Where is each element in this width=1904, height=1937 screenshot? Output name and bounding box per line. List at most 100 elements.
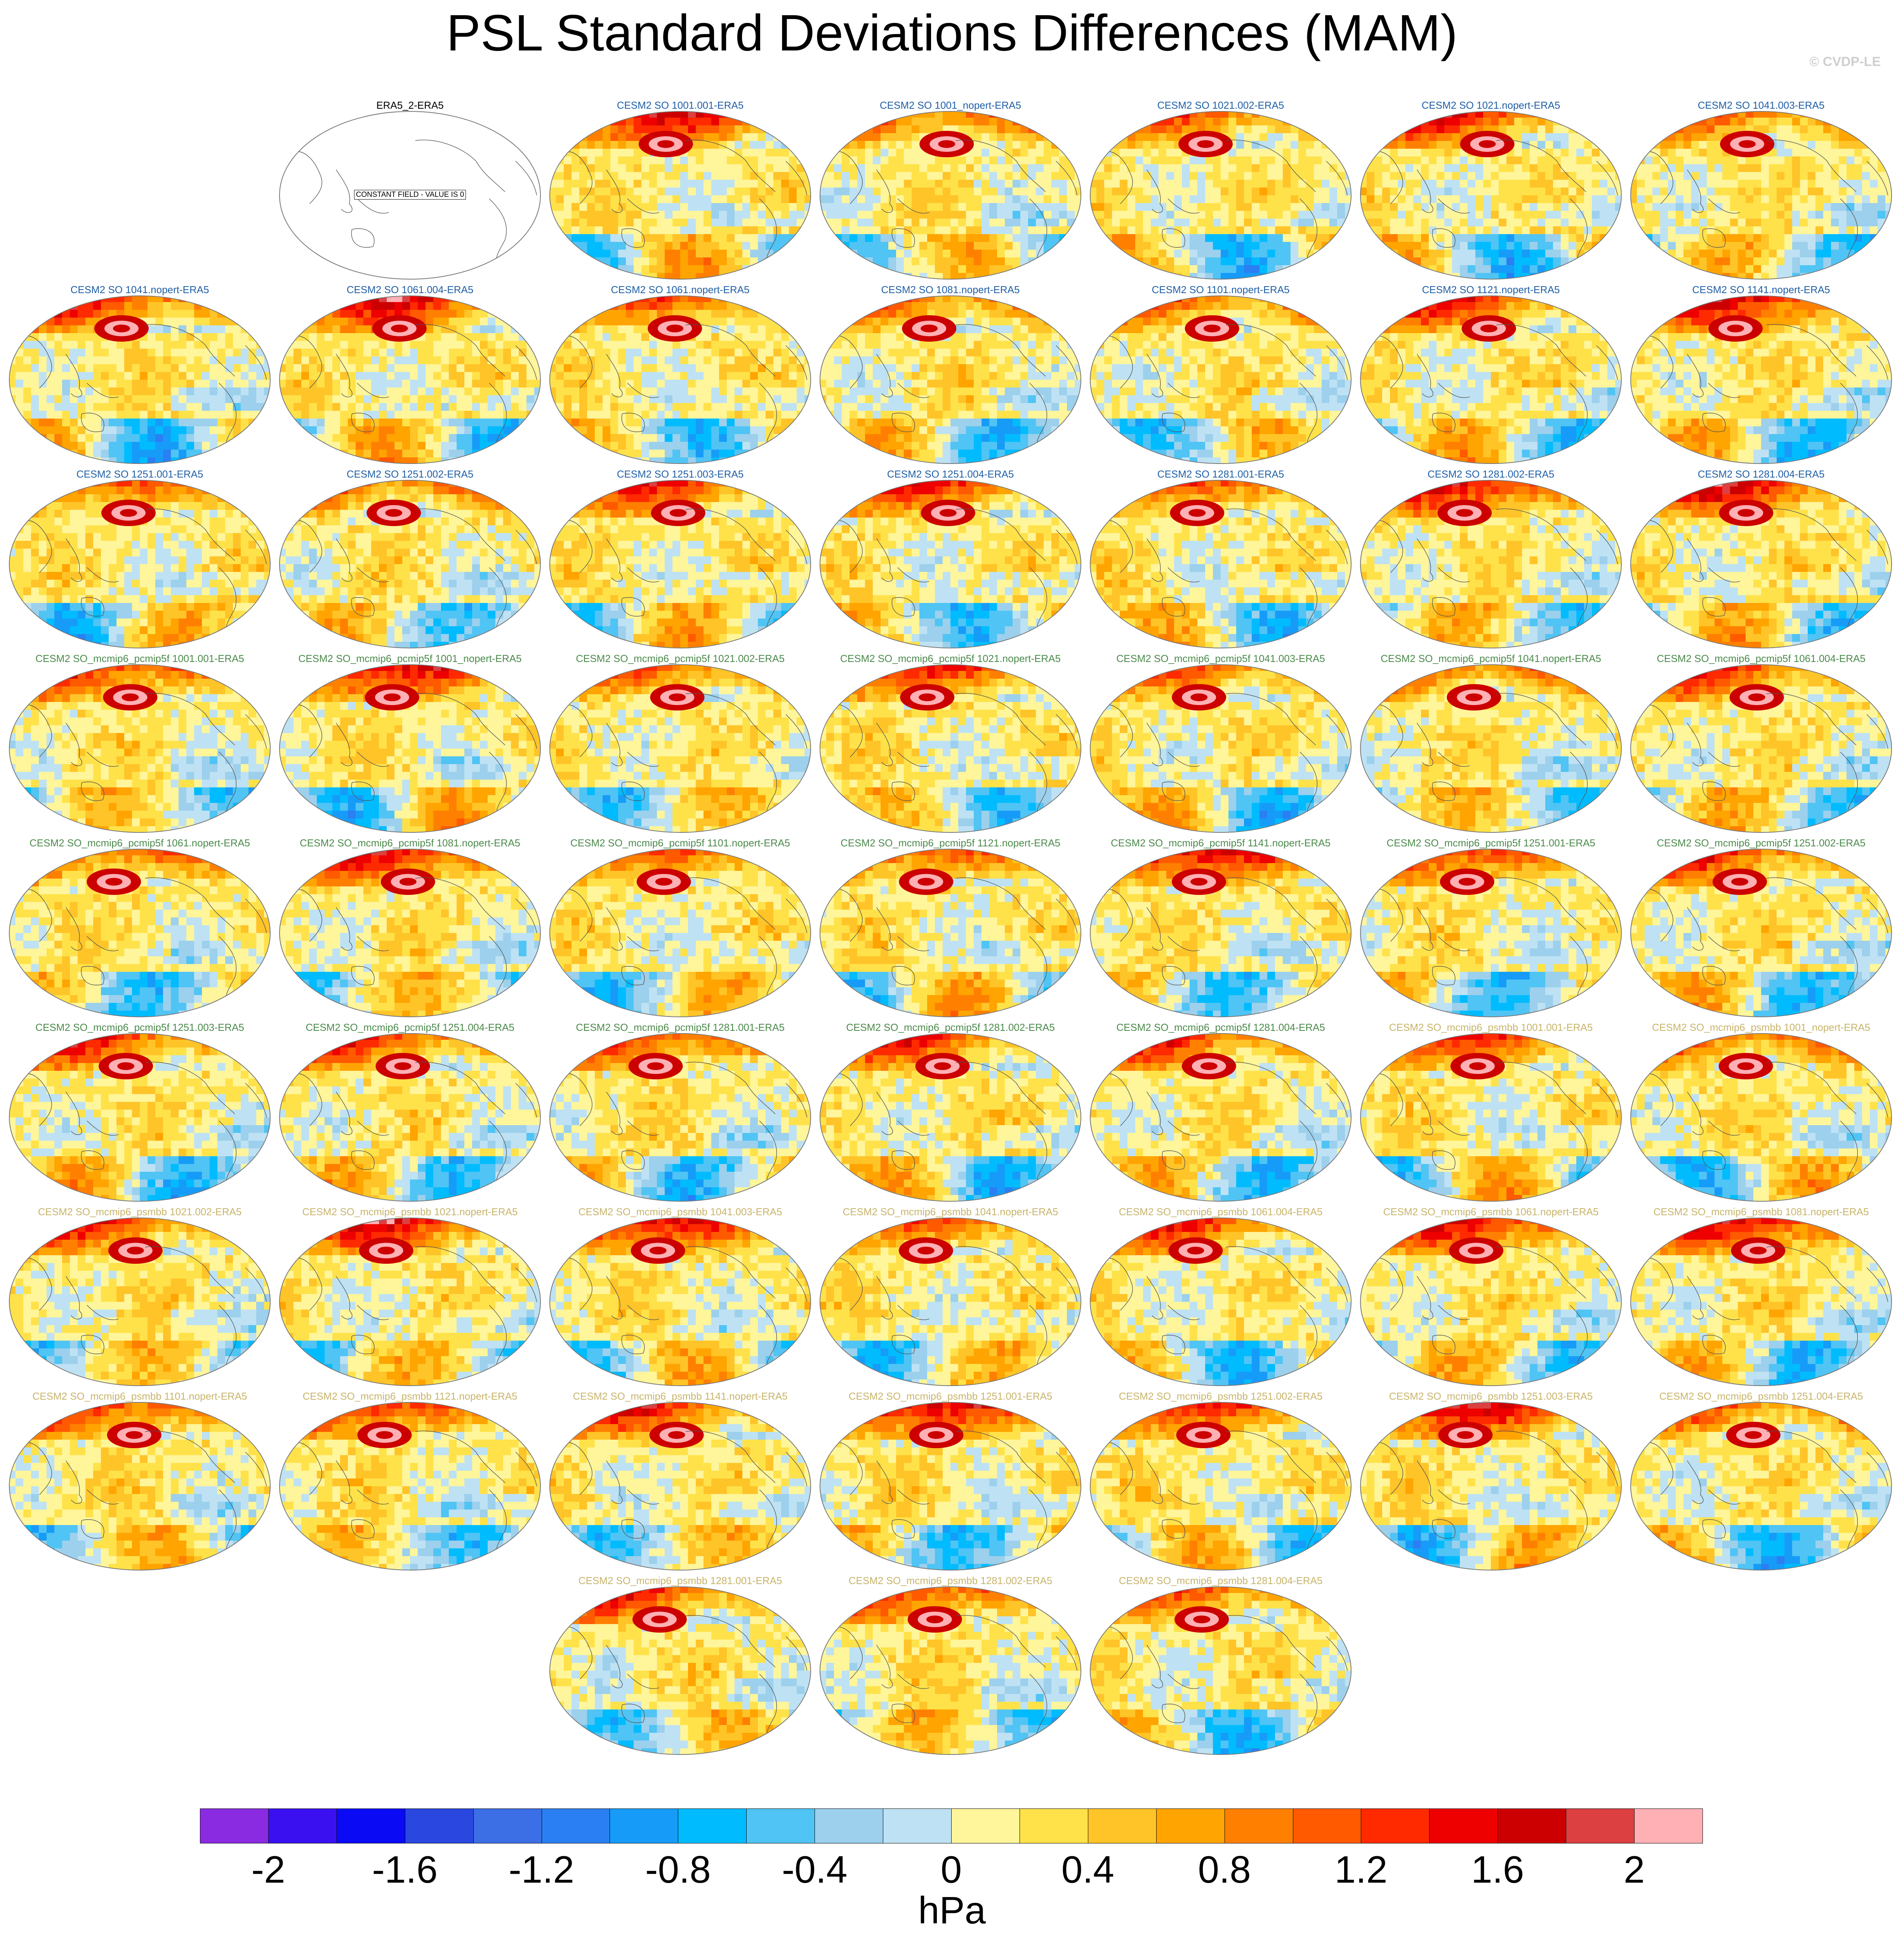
coastline [785,530,808,565]
anomaly-max-contour [647,1062,664,1070]
coastline [831,151,863,204]
colorbar-tick-label: -2 [222,1848,315,1891]
robinson-map [549,1033,811,1202]
map-panel: CESM2 SO_mcmip6_pcmip5f 1041.nopert-ERA5 [1357,652,1625,835]
map-panel: CESM2 SO_mcmip6_psmbb 1251.002-ERA5 [1087,1390,1355,1572]
coastline [606,1091,623,1135]
map-panel: CESM2 SO 1021.nopert-ERA5 [1357,99,1625,281]
coastline [1642,1258,1673,1311]
coastline [621,228,645,248]
coastline [1147,354,1163,398]
coastline [245,1083,267,1118]
coastline [897,198,929,214]
colorbar-swatch [1566,1808,1635,1843]
panel-title: CESM2 SO_mcmip6_psmbb 1101.nopert-ERA5 [6,1390,274,1402]
coastline [1372,151,1403,204]
anomaly-max-contour [939,509,957,517]
coastline [621,413,645,432]
anomaly-max-contour [1197,140,1214,148]
colorbar [200,1808,1703,1843]
field-cells [1090,1218,1351,1386]
globe-outline [820,664,1081,833]
coastline [1766,1430,1857,1483]
coastline [66,723,82,766]
coastline [1056,898,1078,933]
coastline [1840,567,1858,633]
anomaly-max-contour [117,1062,135,1070]
coastline [1642,151,1673,204]
coastline [1101,704,1133,757]
robinson-map [1360,1033,1622,1202]
coastline [1642,1442,1673,1495]
coastline [81,413,104,432]
coastline [1438,752,1470,767]
coastline [219,936,237,1002]
coastline [1299,1674,1318,1739]
globe-outline [1630,295,1892,464]
coastline [685,324,776,377]
coastline [1162,597,1185,617]
coastline [955,139,1046,192]
coastline [219,1305,237,1371]
coastline [876,1645,893,1689]
panel-title: CESM2 SO 1251.001-ERA5 [6,468,274,480]
robinson-map [279,295,541,464]
coastline [1417,538,1433,582]
robinson-map [279,111,541,280]
globe-outline [1360,480,1622,648]
robinson-map [1360,849,1622,1017]
coastline [1596,898,1618,933]
panel-title: CESM2 SO_mcmip6_pcmip5f 1081.nopert-ERA5 [276,837,544,849]
panel-title: CESM2 SO_mcmip6_pcmip5f 1121.nopert-ERA5 [816,837,1084,849]
coastline [1167,1489,1200,1504]
globe-outline [549,480,811,648]
coastline [1708,1489,1740,1504]
coastline [685,139,776,192]
coastline [1596,714,1618,749]
anomaly-max-contour [926,1616,943,1623]
robinson-map [1360,664,1622,833]
panel-title: CESM2 SO 1061.nopert-ERA5 [546,283,814,296]
coastline [21,889,52,942]
coastline [1687,538,1704,582]
coastline [785,1267,808,1302]
coastline [1167,936,1200,951]
panel-title: CESM2 SO 1001_nopert-ERA5 [816,99,1084,111]
robinson-map [820,1586,1081,1755]
panel-title: CESM2 SO_mcmip6_pcmip5f 1251.004-ERA5 [276,1021,544,1034]
coastline [1056,161,1078,196]
coastline [1029,1674,1048,1739]
coastline [1162,1519,1185,1539]
robinson-map [1630,849,1892,1017]
coastline [897,1121,929,1136]
field-cells [1631,296,1892,464]
coastline [876,723,893,766]
coastline [219,383,237,448]
coastline [561,520,592,573]
coastline [1029,198,1048,264]
coastline [1596,1267,1618,1302]
coastline [891,228,915,248]
globe-outline [820,295,1081,464]
anomaly-max-contour [1748,693,1765,701]
anomaly-max-contour [127,1247,144,1254]
coastline [621,1335,645,1354]
anomaly-max-contour [1478,140,1496,148]
coastline [415,508,506,561]
robinson-map [9,480,271,648]
panel-title: ERA5_2-ERA5 [276,99,544,111]
panel-title: CESM2 SO_mcmip6_pcmip5f 1021.nopert-ERA5 [816,652,1084,665]
map-panel: CESM2 SO 1041.nopert-ERA5 [6,283,274,466]
coastline [1326,1267,1348,1302]
coastline [1496,139,1586,192]
globe-outline [1630,849,1892,1017]
coastline [561,1258,592,1311]
coastline [891,597,915,617]
anomaly-max-contour [1203,325,1221,332]
coastline [1326,1083,1348,1118]
globe-outline [820,1033,1081,1202]
coastline [897,567,929,582]
coastline [489,936,507,1002]
map-panel: CESM2 SO 1061.004-ERA5 [276,283,544,466]
coastline [1056,1267,1078,1302]
